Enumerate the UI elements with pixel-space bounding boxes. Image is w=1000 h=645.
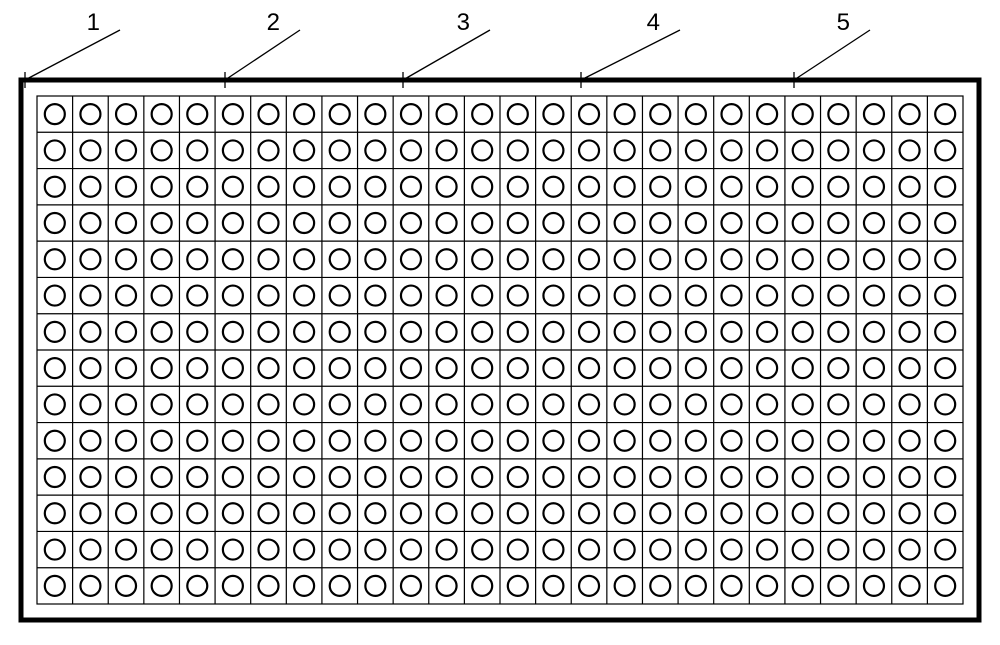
callout-label: 5: [837, 9, 850, 36]
callout-label: 1: [87, 9, 100, 36]
callout-label: 2: [267, 9, 280, 36]
callout-label: 3: [457, 9, 470, 36]
callout-label: 4: [647, 9, 660, 36]
